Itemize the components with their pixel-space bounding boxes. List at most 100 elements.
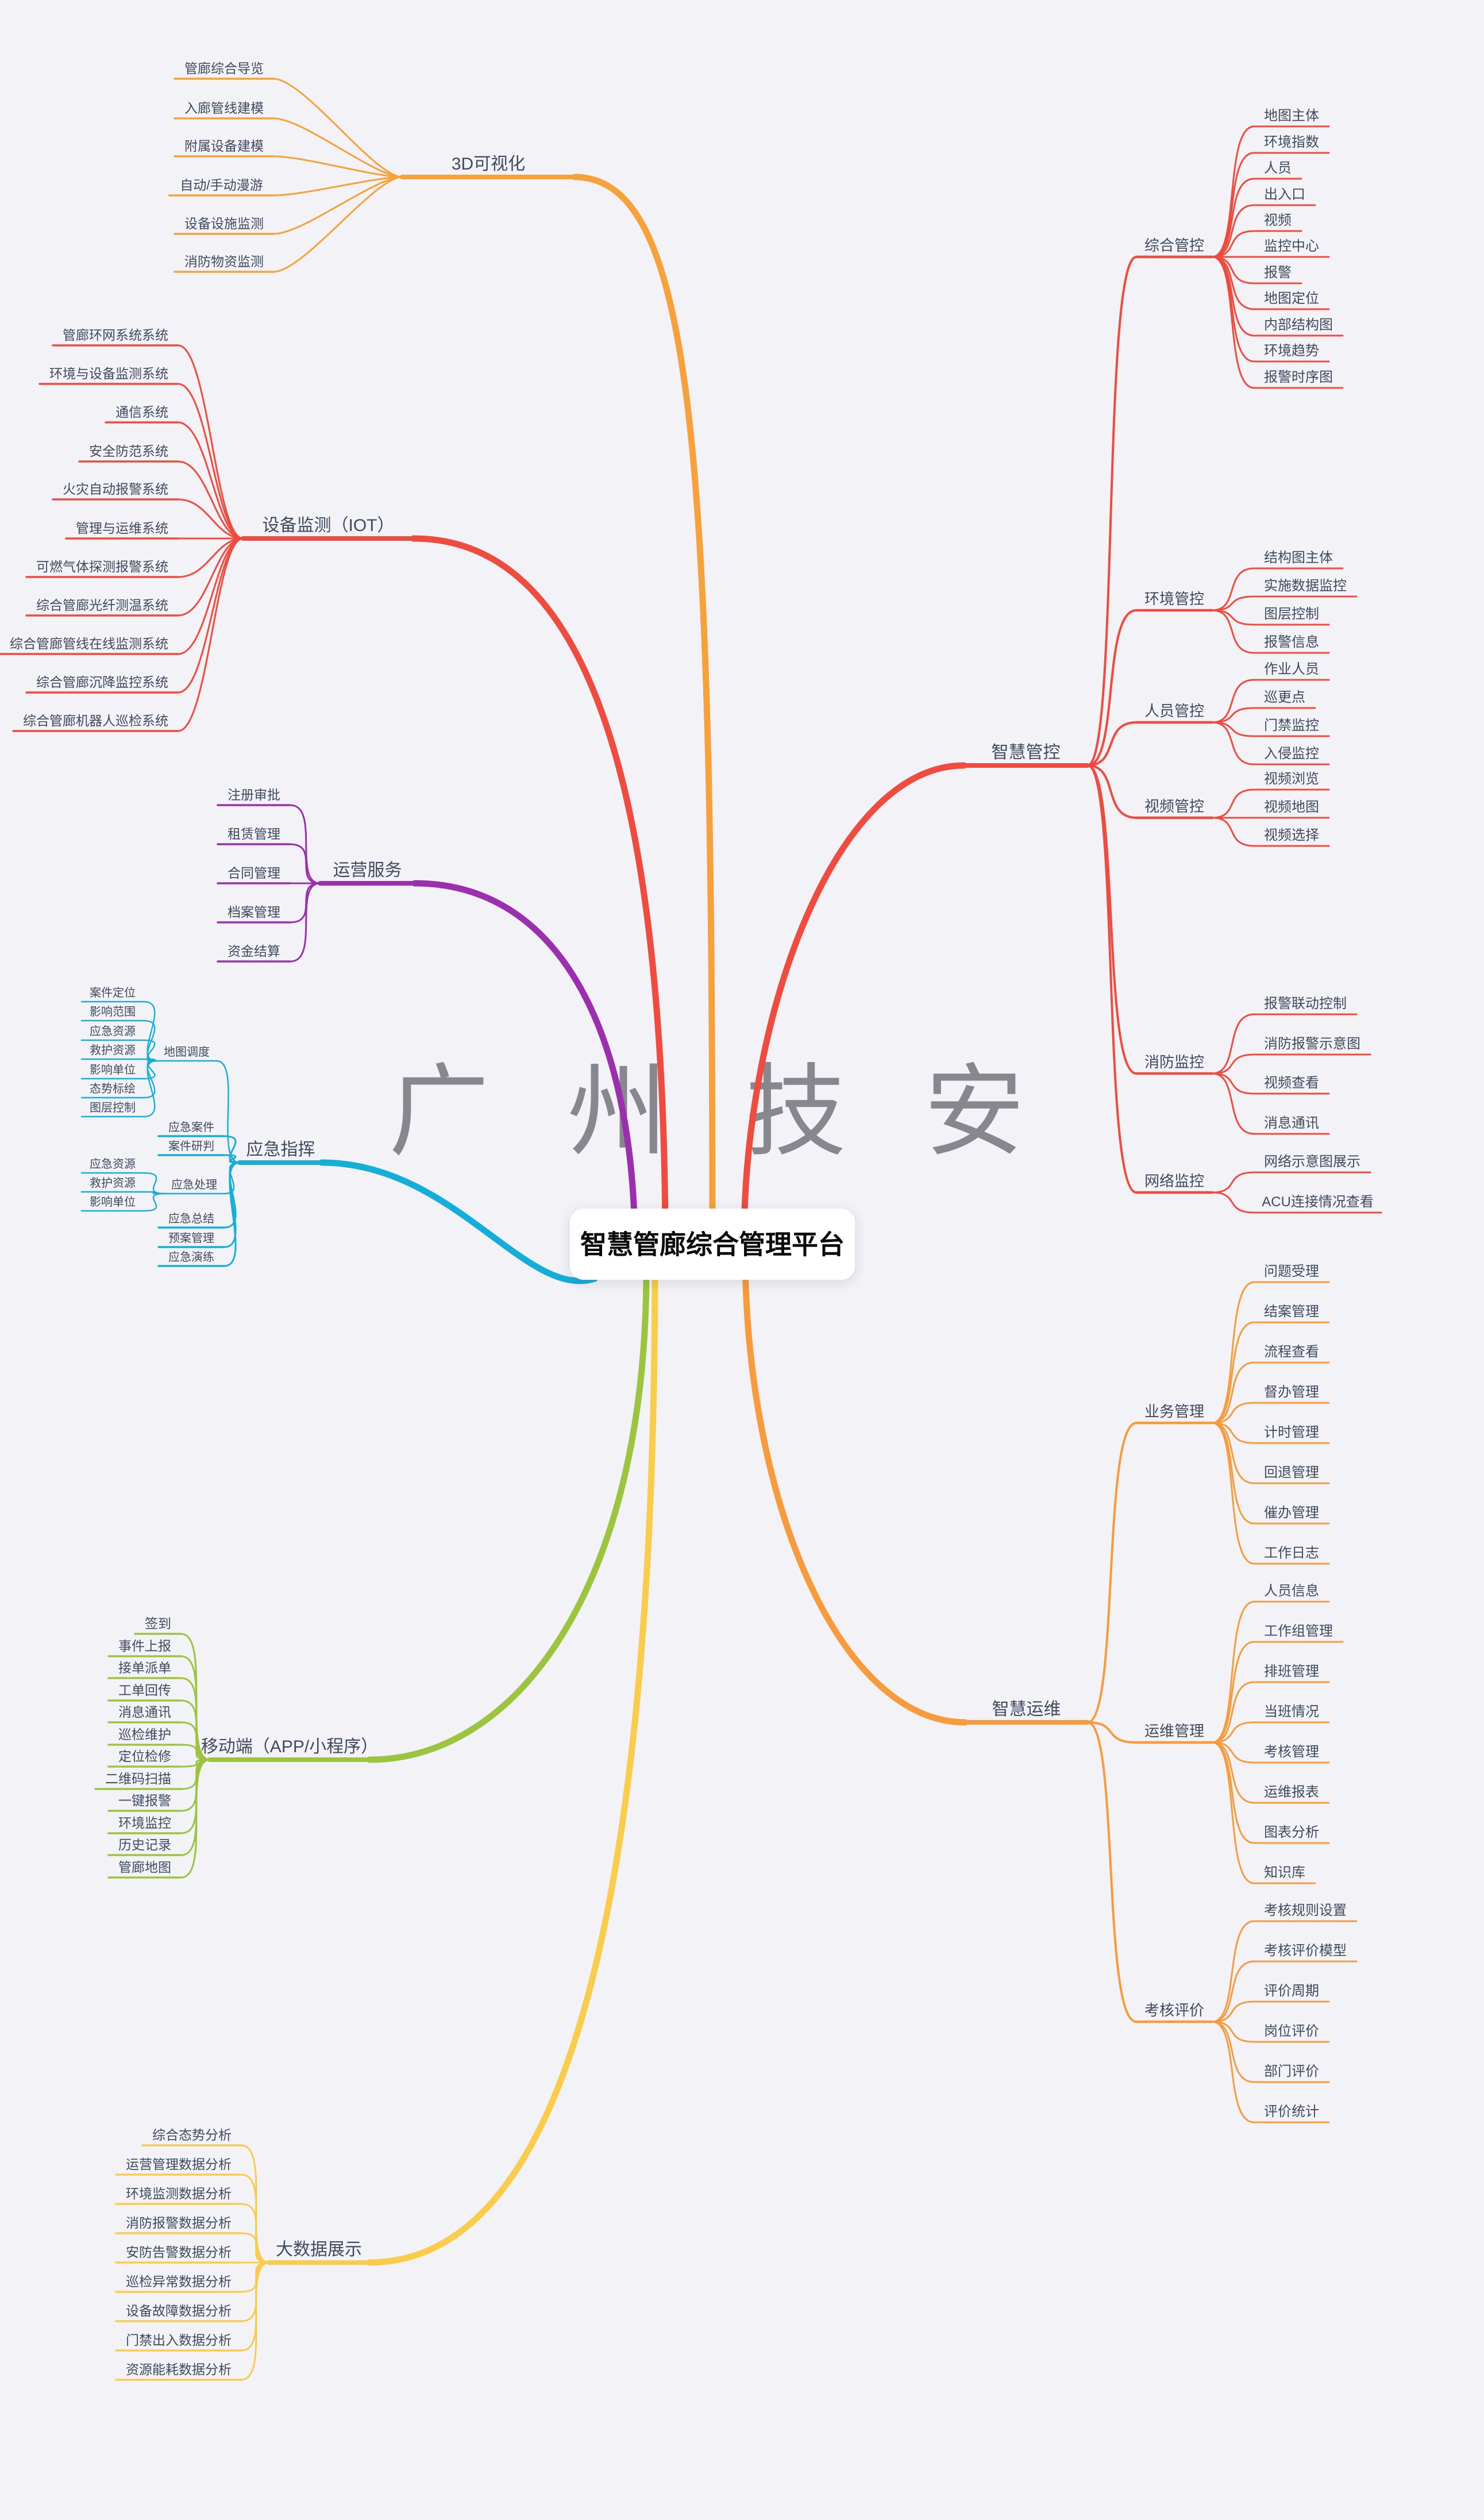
leaf-label: 流程查看 (1264, 1344, 1319, 1360)
leaf-label: 救护资源 (90, 1176, 136, 1190)
leaf-label: 综合管廊管线在线监测系统 (10, 636, 168, 651)
leaf-label: 自动/手动漫游 (180, 178, 263, 193)
leaf-label: 图表分析 (1264, 1825, 1319, 1840)
leaf-label: 消防报警示意图 (1264, 1036, 1360, 1052)
leaf-label: 评价周期 (1264, 1983, 1319, 1999)
connector-curve (1211, 1321, 1255, 1424)
leaf-label: 一键报警 (118, 1793, 171, 1808)
leaf-label: 视频选择 (1264, 828, 1319, 843)
branch-trunk-line (741, 762, 968, 1239)
connector-curve (1211, 1422, 1255, 1565)
leaf-label: 人员信息 (1264, 1583, 1319, 1599)
leaf-label: 档案管理 (228, 905, 280, 919)
leaf-label: 管廊环网系统系统 (63, 328, 168, 343)
topic-label: 人员管控 (1144, 702, 1204, 720)
leaf-label: 案件研判 (168, 1140, 214, 1153)
leaf-label: 巡检维护 (118, 1727, 171, 1742)
root-topic (570, 1209, 855, 1280)
branch-label: 3D可视化 (452, 155, 525, 174)
root-title: 智慧管廊综合管理平台 (580, 1230, 845, 1260)
leaf-label: 回退管理 (1264, 1465, 1319, 1480)
connector-curve (1211, 256, 1255, 337)
leaf-label: 签到 (145, 1616, 171, 1631)
connector-curve (180, 1699, 211, 1761)
leaf-label: 通信系统 (115, 405, 168, 420)
leaf-label: 计时管理 (1264, 1425, 1319, 1440)
connector-curve (272, 117, 403, 178)
connector-curve (177, 460, 244, 540)
branch-trunk-line (410, 535, 669, 1239)
leaf-label: 事件上报 (118, 1638, 171, 1653)
connector-curve (177, 537, 244, 578)
branch-trunk-line (366, 1272, 650, 1763)
connector-curve (177, 537, 244, 655)
connector-curve (177, 498, 244, 540)
leaf-label: 历史记录 (118, 1837, 171, 1852)
connector-curve (177, 421, 244, 540)
leaf-label: 图层控制 (90, 1101, 136, 1114)
leaf-label: 岗位评价 (1264, 2023, 1319, 2039)
leaf-label: 环境趋势 (1264, 343, 1319, 359)
connector-curve (177, 537, 244, 694)
leaf-label: 资金结算 (228, 944, 280, 959)
leaf-label: 工作组管理 (1264, 1623, 1333, 1639)
leaf-label: 接单派单 (118, 1660, 171, 1675)
connector-curve (240, 2203, 270, 2264)
connector-curve (1211, 1681, 1255, 1744)
connector-curve (1211, 1960, 1255, 2023)
leaf-label: 合同管理 (228, 865, 280, 880)
connector-curve (1211, 707, 1255, 724)
connector-curve (1211, 1191, 1255, 1214)
leaf-label: 可燃气体探测报警系统 (36, 559, 168, 574)
connector-curve (1211, 1013, 1255, 1075)
leaf-label: 影响单位 (90, 1063, 136, 1076)
connector-curve (1211, 721, 1255, 765)
leaf-label: 态势标绘 (90, 1082, 136, 1095)
branch-trunk-line (365, 1272, 658, 2266)
leaf-label: 综合态势分析 (152, 2127, 232, 2142)
leaf-label: 资源能耗数据分析 (126, 2362, 232, 2377)
leaf-label: 环境监测数据分析 (126, 2186, 232, 2201)
leaf-label: 火灾自动报警系统 (63, 482, 168, 497)
leaf-label: 案件定位 (90, 986, 136, 999)
topic-label: 业务管理 (1144, 1403, 1204, 1420)
leaf-label: 视频查看 (1264, 1075, 1319, 1091)
connector-curve (240, 2261, 270, 2381)
connector-curve (223, 1161, 241, 1267)
branch-trunk-line (571, 174, 716, 1239)
leaf-label: 环境监控 (118, 1815, 171, 1830)
leaf-label: ACU连接情况查看 (1262, 1194, 1374, 1210)
connector-curve (289, 804, 321, 884)
branch-trunk-line (318, 1159, 598, 1284)
leaf-label: 人员 (1264, 160, 1292, 176)
leaf-label: 应急资源 (90, 1157, 136, 1171)
connector-curve (1211, 609, 1255, 654)
leaf-label: 部门评价 (1264, 2064, 1319, 2079)
connector-curve (1211, 609, 1255, 626)
connector-curve (1211, 1361, 1255, 1424)
connector-curve (1211, 1721, 1255, 1744)
connector-curve (1086, 721, 1138, 767)
branch-trunk-line (411, 880, 638, 1242)
topic-label: 应急处理 (171, 1178, 217, 1191)
leaf-label: 入侵监控 (1264, 746, 1319, 761)
leaf-label: 考核评价模型 (1264, 1943, 1347, 1959)
connector-curve (240, 2232, 270, 2264)
leaf-label: 综合管廊光纤测温系统 (36, 598, 168, 613)
connector-curve (1211, 1422, 1255, 1444)
leaf-label: 综合管廊机器人巡检系统 (23, 713, 168, 728)
branch-label: 应急指挥 (246, 1140, 315, 1159)
connector-curve (1086, 764, 1138, 819)
leaf-label: 门禁监控 (1264, 718, 1319, 733)
watermark-text: 广 州 技 安 (389, 1054, 1048, 1171)
connector-curve (1086, 764, 1138, 1075)
leaf-label: 作业人员 (1264, 661, 1319, 677)
leaf-label: 报警 (1264, 265, 1292, 280)
leaf-label: 结案管理 (1264, 1304, 1319, 1319)
leaf-label: 考核规则设置 (1264, 1903, 1347, 1918)
leaf-label: 出入口 (1264, 187, 1305, 202)
leaf-label: 安防告警数据分析 (126, 2245, 232, 2260)
connector-curve (1211, 788, 1255, 819)
leaf-label: 巡检异常数据分析 (126, 2274, 232, 2289)
leaf-label: 运维报表 (1264, 1784, 1319, 1800)
